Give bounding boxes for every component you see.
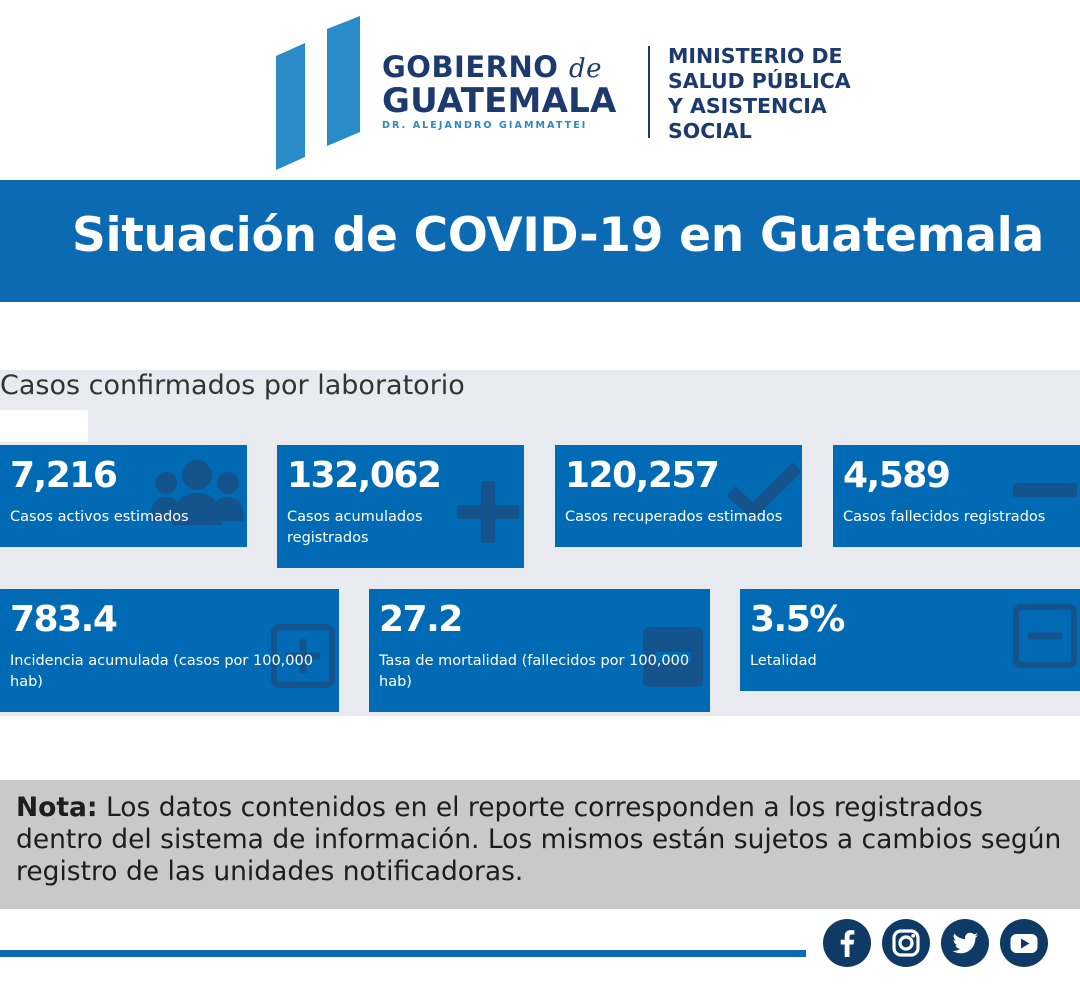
note-body: Los datos contenidos en el reporte corre… [16,792,1062,887]
gov-line2: GUATEMALA [382,81,617,121]
card-value: 4,589 [843,455,951,496]
card-value: 7,216 [10,455,118,496]
dashboard-panel: Casos confirmados por laboratorio 7,216 … [0,370,1080,716]
government-logo-text: GOBIERNO de GUATEMALA DR. ALEJANDRO GIAM… [382,52,632,131]
card-label: Casos recuperados estimados [565,509,783,525]
card-label: Casos acumulados registrados [287,509,423,546]
panel-tab-strip [0,410,88,442]
card-label: Casos activos estimados [10,509,189,525]
ministry-name: MINISTERIO DE SALUD PÚBLICA Y ASISTENCIA… [668,44,851,143]
note-text: Nota: Los datos contenidos en el reporte… [16,792,1066,888]
footer-line [0,950,806,957]
panel-title: Casos confirmados por laboratorio [0,370,465,401]
card-label: Casos fallecidos registrados [843,509,1046,525]
card-value: 120,257 [565,455,720,496]
card-mortality-rate: 27.2 Tasa de mortalidad (fallecidos por … [369,589,710,712]
government-logo-mark [276,16,360,170]
twitter-icon[interactable] [941,919,989,967]
gov-line1: GOBIERNO de [382,50,603,84]
minus-icon [1013,483,1077,497]
users-icon [150,460,244,525]
header-divider [648,46,650,138]
card-active-cases: 7,216 Casos activos estimados [0,445,247,547]
card-cumulative-incidence: 783.4 Incidencia acumulada (casos por 10… [0,589,339,712]
note-box: Nota: Los datos contenidos en el reporte… [0,780,1080,909]
minus-square-icon [1013,604,1077,668]
card-value: 783.4 [10,599,118,640]
card-label: Tasa de mortalidad (fallecidos por 100,0… [379,653,690,690]
check-icon [727,462,801,517]
card-label: Incidencia acumulada (casos por 100,000 … [10,653,313,690]
card-recovered-cases: 120,257 Casos recuperados estimados [555,445,802,547]
minus-square-filled-icon [643,627,703,687]
card-cumulative-cases: 132,062 Casos acumulados registrados [277,445,524,568]
title-banner: Situación de COVID-19 en Guatemala [0,180,1080,302]
instagram-icon[interactable] [882,919,930,967]
card-lethality: 3.5% Letalidad [740,589,1080,691]
card-value: 132,062 [287,455,442,496]
facebook-icon[interactable] [823,919,871,967]
card-value: 3.5% [750,599,845,640]
card-value: 27.2 [379,599,463,640]
page-title: Situación de COVID-19 en Guatemala [72,208,1044,263]
card-deceased-cases: 4,589 Casos fallecidos registrados [833,445,1080,547]
plus-icon [457,481,519,543]
youtube-icon[interactable] [1000,919,1048,967]
gov-line3: DR. ALEJANDRO GIAMMATTEI [382,120,588,131]
note-label: Nota: [16,792,98,823]
card-label: Letalidad [750,653,817,669]
plus-square-icon [271,624,335,688]
